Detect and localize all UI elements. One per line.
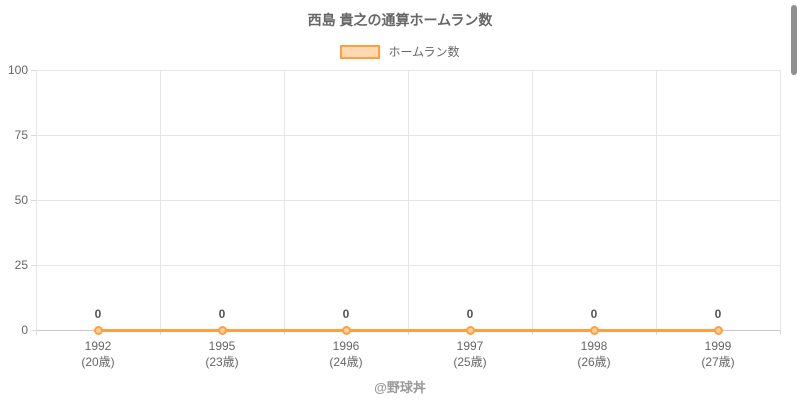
x-grid-line	[656, 70, 657, 330]
data-point[interactable]	[93, 325, 103, 335]
y-axis-tick	[31, 200, 36, 201]
data-point[interactable]	[341, 325, 351, 335]
legend-label: ホームラン数	[388, 45, 460, 59]
data-point-label: 0	[714, 307, 722, 321]
x-grid-line	[532, 70, 533, 330]
chart-title: 西島 貴之の通算ホームラン数	[307, 12, 493, 28]
x-tick-label-year: 1997	[456, 339, 484, 353]
x-axis-tick	[284, 330, 285, 335]
data-point-label: 0	[342, 307, 350, 321]
x-tick-label-year: 1995	[208, 339, 236, 353]
x-tick-label-year: 1992	[84, 339, 112, 353]
x-tick-label-age: (23歳)	[205, 355, 239, 369]
x-tick-label-age: (20歳)	[81, 355, 115, 369]
x-axis-tick	[780, 330, 781, 335]
x-grid-line	[284, 70, 285, 330]
y-tick-label: 0	[21, 323, 28, 337]
x-grid-line	[36, 70, 37, 330]
y-axis-tick	[31, 70, 36, 71]
x-tick-label-age: (24歳)	[329, 355, 363, 369]
y-axis-tick	[31, 265, 36, 266]
y-tick-label: 25	[14, 258, 28, 272]
x-grid-line	[780, 70, 781, 330]
chart-footer: @野球丼	[374, 380, 426, 395]
x-tick-label-year: 1996	[332, 339, 360, 353]
x-tick-label-year: 1999	[704, 339, 732, 353]
y-axis-tick	[31, 135, 36, 136]
series-line	[98, 328, 718, 332]
y-tick-label: 50	[14, 193, 28, 207]
data-point[interactable]	[589, 325, 599, 335]
x-tick-label-age: (27歳)	[701, 355, 735, 369]
x-grid-line	[160, 70, 161, 330]
x-axis-tick	[656, 330, 657, 335]
y-axis-tick	[31, 330, 36, 331]
data-point-label: 0	[94, 307, 102, 321]
x-grid-line	[408, 70, 409, 330]
data-point-label: 0	[590, 307, 598, 321]
y-tick-label: 75	[14, 128, 28, 142]
scrollbar-thumb[interactable]	[791, 5, 797, 75]
x-axis-tick	[160, 330, 161, 335]
data-point-label: 0	[218, 307, 226, 321]
x-tick-label-age: (26歳)	[577, 355, 611, 369]
data-point[interactable]	[713, 325, 723, 335]
x-axis-tick	[408, 330, 409, 335]
y-tick-label: 100	[7, 63, 28, 77]
data-point[interactable]	[465, 325, 475, 335]
data-point[interactable]	[217, 325, 227, 335]
x-tick-label-year: 1998	[580, 339, 608, 353]
x-axis-tick	[36, 330, 37, 335]
legend-swatch-icon	[340, 45, 381, 59]
x-tick-label-age: (25歳)	[453, 355, 487, 369]
data-point-label: 0	[466, 307, 474, 321]
legend[interactable]: ホームラン数	[0, 44, 800, 60]
x-axis-tick	[532, 330, 533, 335]
